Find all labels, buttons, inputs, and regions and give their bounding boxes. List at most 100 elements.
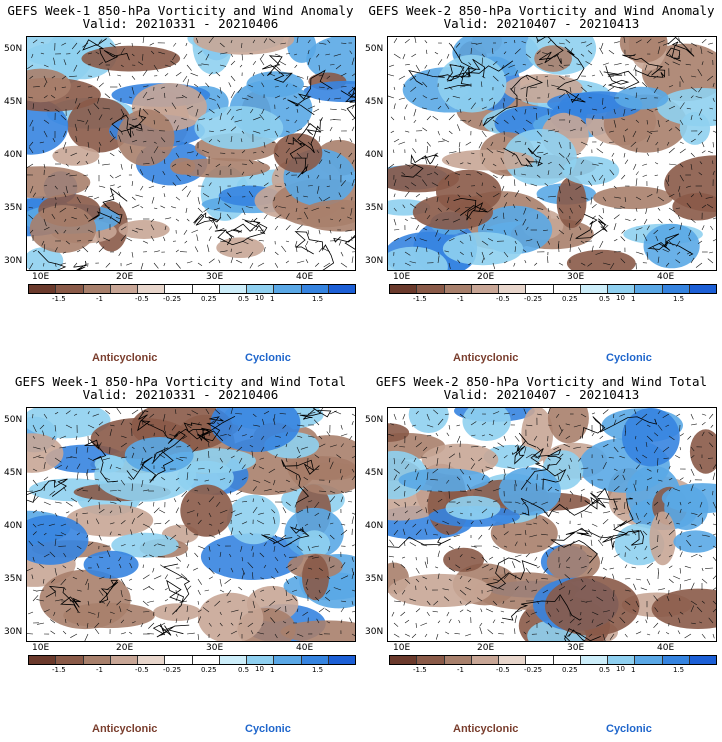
wind-arrow bbox=[569, 498, 571, 503]
wind-arrow bbox=[666, 141, 670, 146]
wind-arrow bbox=[65, 511, 70, 514]
wind-arrow bbox=[274, 534, 278, 538]
wind-arrow bbox=[565, 423, 571, 426]
wind-arrow bbox=[574, 97, 582, 102]
wind-arrow bbox=[208, 523, 213, 526]
anticyclonic-label: Anticyclonic bbox=[92, 352, 158, 364]
wind-arrow bbox=[274, 445, 280, 448]
wind-arrow bbox=[448, 511, 454, 514]
wind-arrow bbox=[536, 196, 545, 200]
wind-arrow bbox=[437, 620, 441, 624]
wind-arrow bbox=[610, 262, 615, 270]
wind-arrow bbox=[591, 203, 597, 209]
longitude-label: 10E bbox=[32, 643, 50, 653]
colorbar-swatch bbox=[444, 656, 472, 664]
wind-arrow bbox=[393, 179, 397, 187]
wind-arrow bbox=[76, 532, 80, 536]
wind-arrow bbox=[39, 141, 45, 144]
wind-arrow bbox=[120, 544, 126, 547]
wind-arrow bbox=[241, 464, 246, 470]
wind-arrow bbox=[646, 225, 650, 231]
wind-arrow bbox=[478, 141, 483, 149]
wind-arrow bbox=[624, 159, 629, 165]
wind-arrow bbox=[54, 108, 60, 113]
wind-arrow bbox=[197, 422, 200, 426]
wind-arrow bbox=[514, 229, 518, 236]
wind-arrow bbox=[351, 86, 355, 91]
colorbar-swatch bbox=[471, 656, 499, 664]
wind-arrow bbox=[558, 152, 565, 158]
wind-arrow bbox=[153, 453, 156, 459]
wind-arrow bbox=[142, 564, 144, 569]
wind-arrow bbox=[318, 246, 324, 253]
wind-arrow bbox=[668, 53, 675, 60]
wind-arrow bbox=[569, 532, 575, 536]
wind-arrow bbox=[470, 251, 473, 258]
wind-arrow bbox=[602, 97, 604, 105]
colorbar-swatch bbox=[635, 285, 663, 293]
wind-arrow bbox=[399, 446, 406, 448]
wind-arrow bbox=[712, 239, 716, 242]
wind-arrow bbox=[318, 567, 323, 571]
wind-arrow bbox=[613, 419, 617, 426]
wind-arrow bbox=[665, 262, 670, 267]
longitude-label: 30E bbox=[567, 272, 585, 282]
wind-arrow bbox=[65, 618, 67, 624]
wind-arrow bbox=[547, 161, 552, 165]
wind-arrow bbox=[632, 609, 637, 613]
wind-arrow bbox=[497, 442, 505, 448]
wind-arrow bbox=[291, 595, 298, 602]
wind-arrow bbox=[241, 477, 247, 481]
wind-arrow bbox=[161, 476, 166, 481]
wind-arrow bbox=[635, 147, 638, 154]
wind-arrow bbox=[690, 523, 697, 526]
wind-arrow bbox=[393, 468, 400, 474]
wind-arrow bbox=[558, 207, 564, 214]
wind-arrow bbox=[480, 81, 483, 88]
wind-arrow bbox=[503, 202, 507, 209]
vorticity-region bbox=[649, 511, 676, 566]
wind-arrow bbox=[677, 214, 681, 220]
wind-arrow bbox=[446, 97, 450, 102]
wind-arrow bbox=[492, 174, 498, 179]
wind-arrow bbox=[503, 567, 506, 575]
wind-arrow bbox=[116, 498, 122, 503]
wind-arrow bbox=[94, 478, 100, 481]
wind-arrow bbox=[171, 206, 177, 209]
wind-arrow bbox=[50, 630, 56, 635]
wind-arrow bbox=[164, 430, 166, 437]
wind-arrow bbox=[514, 501, 521, 504]
wind-arrow bbox=[633, 583, 637, 591]
wind-arrow bbox=[547, 39, 552, 44]
wind-arrow bbox=[350, 171, 353, 176]
wind-arrow bbox=[575, 185, 582, 190]
wind-arrow bbox=[573, 446, 582, 449]
wind-arrow bbox=[459, 575, 463, 580]
wind-arrow bbox=[54, 262, 57, 267]
wind-arrow bbox=[446, 207, 450, 211]
wind-arrow bbox=[340, 443, 344, 448]
wind-arrow bbox=[712, 512, 715, 516]
wind-arrow bbox=[109, 490, 117, 492]
wind-arrow bbox=[98, 217, 104, 220]
vorticity-region bbox=[27, 97, 69, 155]
wind-arrow bbox=[318, 633, 323, 636]
wind-arrow bbox=[180, 573, 188, 580]
wind-arrow bbox=[598, 174, 604, 181]
wind-arrow bbox=[351, 516, 354, 525]
vorticity-region bbox=[27, 433, 64, 473]
wind-arrow bbox=[712, 141, 714, 148]
wind-arrow bbox=[96, 240, 100, 244]
colorbar-swatch bbox=[526, 656, 554, 664]
wind-arrow bbox=[679, 222, 683, 231]
panel-title: GEFS Week-1 850-hPa Vorticity and Wind A… bbox=[7, 3, 354, 18]
wind-arrow bbox=[554, 53, 560, 58]
latitude-label: 40N bbox=[365, 521, 384, 531]
wind-arrow bbox=[98, 508, 105, 514]
wind-arrow bbox=[655, 141, 659, 146]
wind-arrow bbox=[678, 37, 681, 44]
wind-arrow bbox=[426, 145, 428, 154]
wind-arrow bbox=[446, 479, 450, 484]
wind-arrow bbox=[470, 521, 474, 525]
wind-arrow bbox=[467, 162, 472, 165]
